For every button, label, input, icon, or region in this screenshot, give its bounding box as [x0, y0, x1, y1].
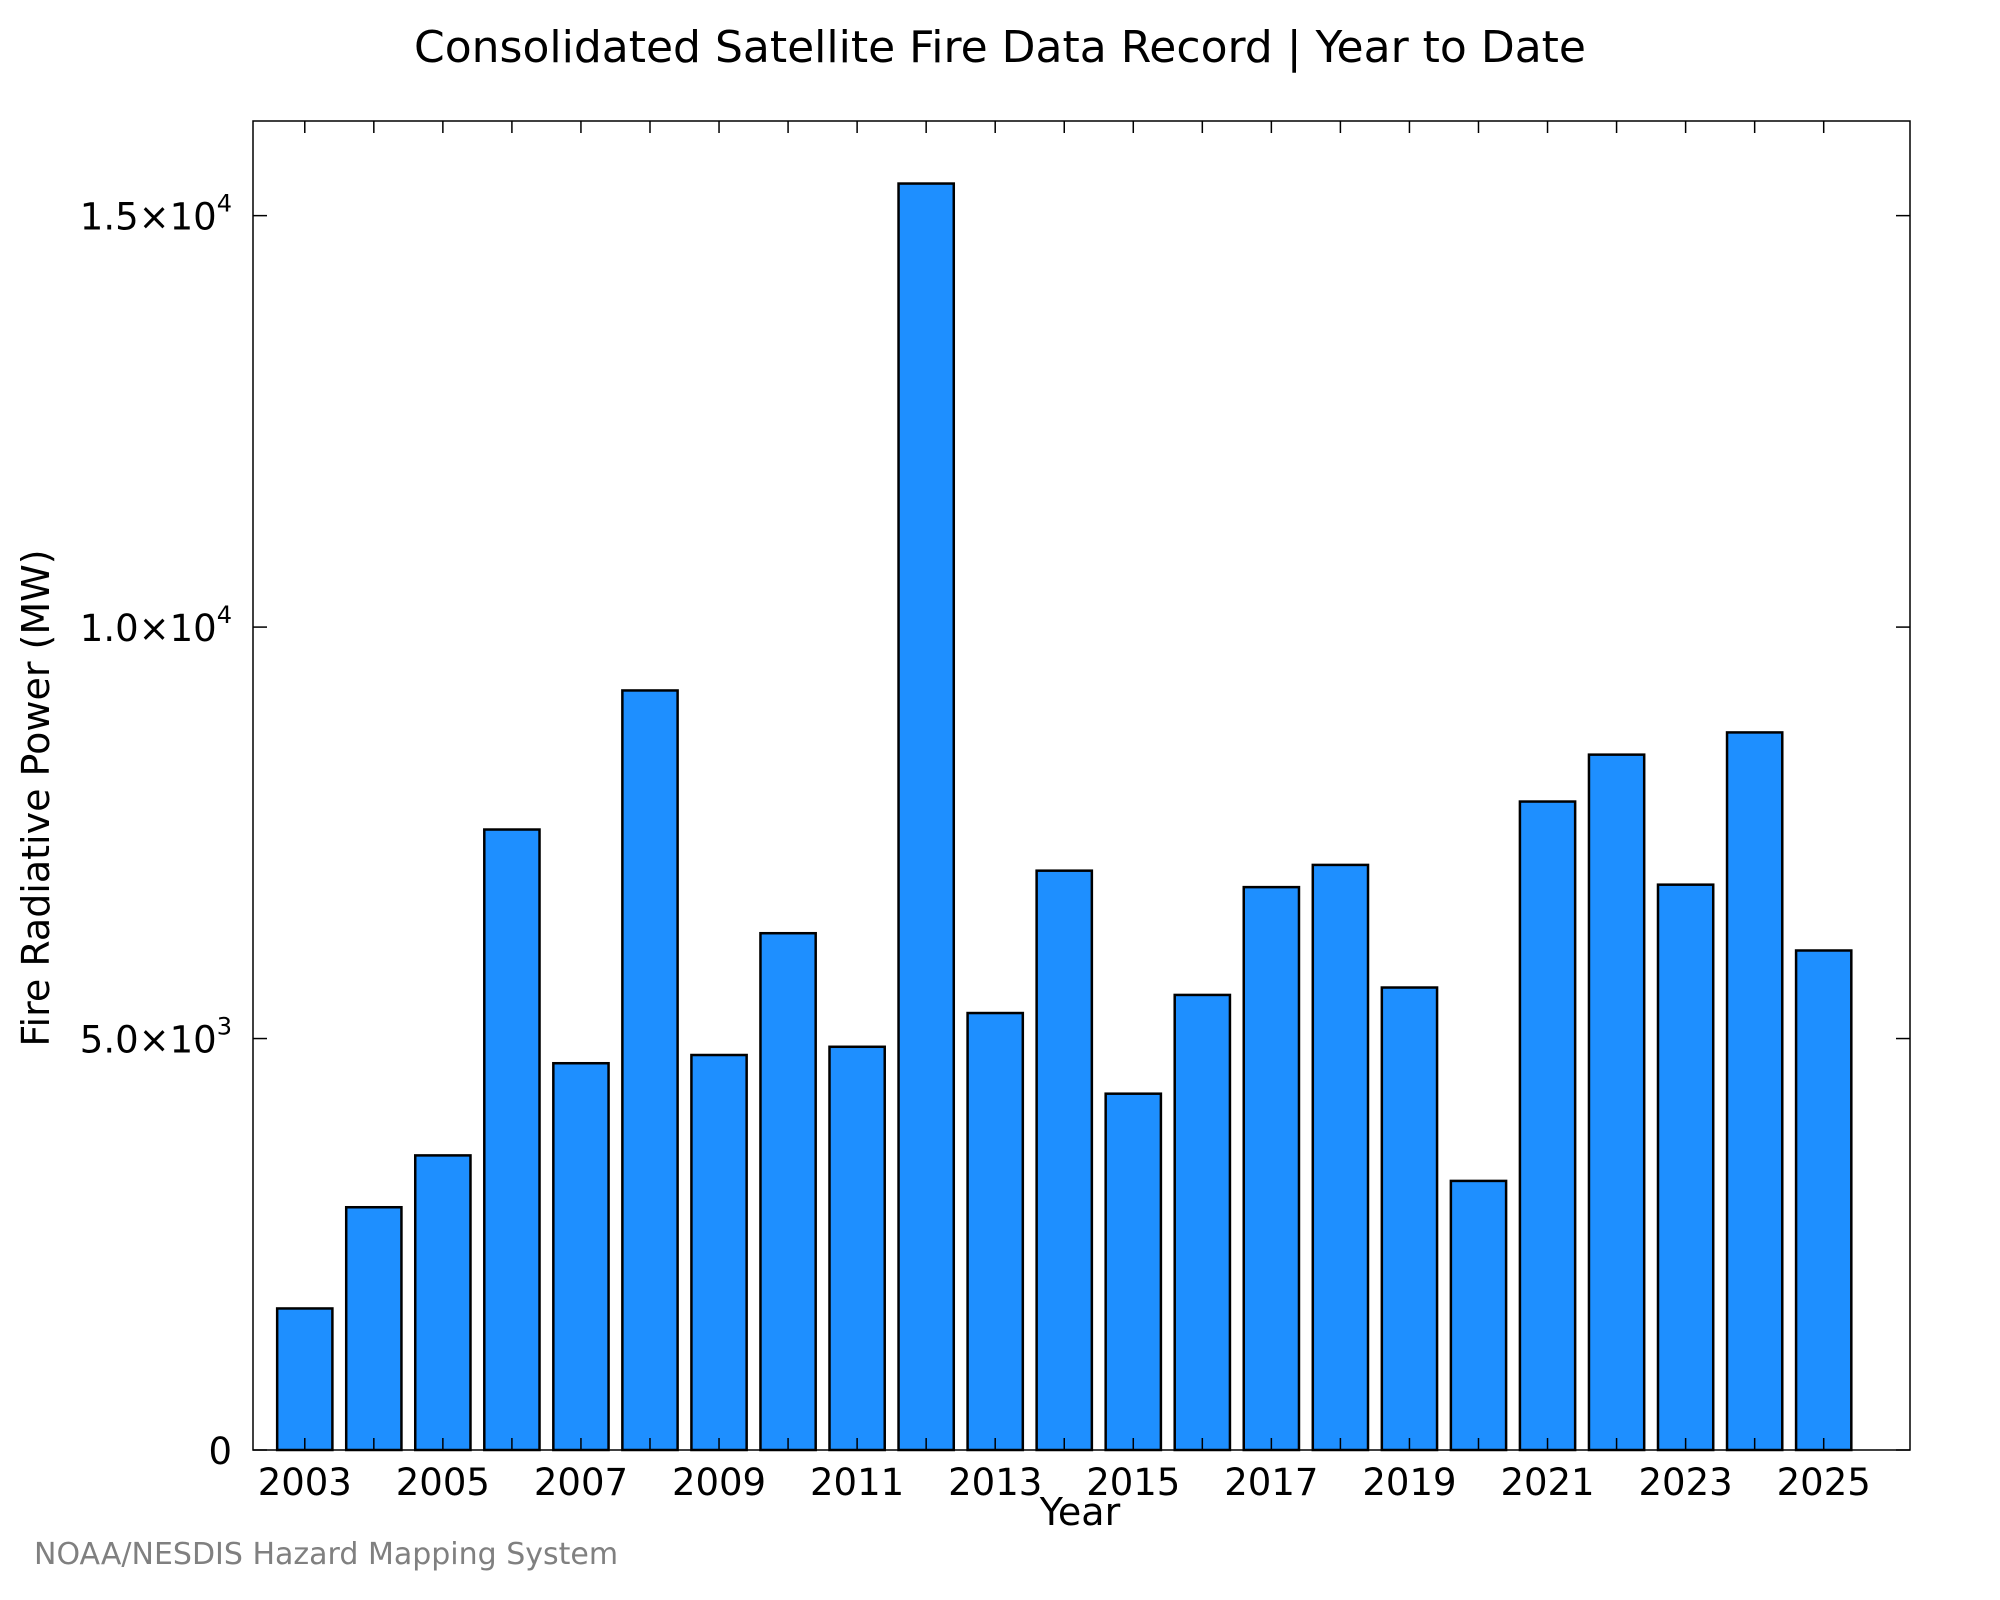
bar-2013: [966, 1011, 1025, 1452]
bar-2015: [1104, 1092, 1163, 1452]
bar-2004: [344, 1205, 403, 1452]
bar-2008: [621, 689, 679, 1452]
x-tick-label-2009: 2009: [672, 1461, 766, 1504]
y-tick-label: 0: [208, 1430, 232, 1473]
x-tick-label-2023: 2023: [1639, 1461, 1733, 1504]
x-tick-label-2007: 2007: [534, 1461, 628, 1504]
x-tick-label-2025: 2025: [1777, 1461, 1871, 1504]
y-tick-label: 1.5×104: [80, 190, 232, 239]
bar-2012: [897, 182, 956, 1452]
x-tick-label-2015: 2015: [1086, 1461, 1180, 1504]
x-tick-label-2005: 2005: [396, 1461, 490, 1504]
bar-2021: [1518, 800, 1577, 1452]
bar-2005: [413, 1154, 472, 1452]
bar-2010: [759, 931, 817, 1452]
x-tick-label-2013: 2013: [948, 1461, 1042, 1504]
x-axis-label: Year: [1039, 1490, 1121, 1534]
x-tick-label-2017: 2017: [1224, 1461, 1318, 1504]
y-tick-label: 5.0×103: [80, 1013, 232, 1062]
credit-text: NOAA/NESDIS Hazard Mapping System: [34, 1537, 619, 1572]
bar-2024: [1725, 731, 1784, 1452]
bar-2018: [1311, 863, 1370, 1452]
bar-2017: [1242, 885, 1301, 1452]
x-tick-label-2021: 2021: [1500, 1461, 1594, 1504]
bar-2025: [1794, 949, 1853, 1452]
chart-title: Consolidated Satellite Fire Data Record …: [414, 22, 1586, 73]
y-axis-label: Fire Radiative Power (MW): [14, 549, 58, 1047]
x-tick-label-2011: 2011: [810, 1461, 904, 1504]
tick-labels-group: 2003 2005 2007 2009 2011 2013 2015 2017 2019 2021…: [80, 190, 1871, 1504]
x-tick-label-2003: 2003: [258, 1461, 352, 1504]
bar-2020: [1449, 1179, 1508, 1452]
bar-2019: [1380, 986, 1439, 1452]
bar-2014: [1035, 869, 1094, 1452]
bars-group: [275, 182, 1853, 1452]
bar-2006: [483, 828, 541, 1452]
bar-2023: [1656, 883, 1715, 1452]
y-tick-label: 1.0×104: [80, 601, 232, 650]
x-tick-label-2019: 2019: [1362, 1461, 1456, 1504]
bar-2011: [828, 1045, 886, 1452]
bar-2022: [1587, 753, 1646, 1452]
bar-2007: [552, 1061, 610, 1452]
bar-2009: [690, 1053, 748, 1452]
plot-frame: [252, 120, 1911, 1451]
bar-2003: [275, 1307, 334, 1452]
bar-2016: [1173, 993, 1232, 1452]
ticks-group: [253, 121, 1910, 1451]
